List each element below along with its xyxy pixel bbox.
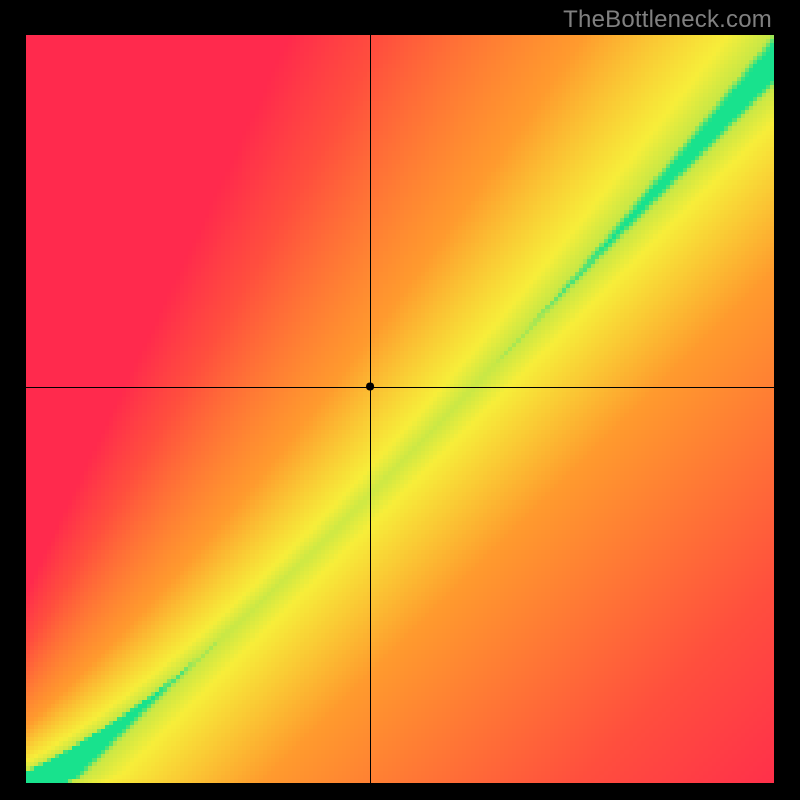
bottleneck-heatmap (0, 0, 800, 800)
watermark-text: TheBottleneck.com (563, 6, 772, 34)
